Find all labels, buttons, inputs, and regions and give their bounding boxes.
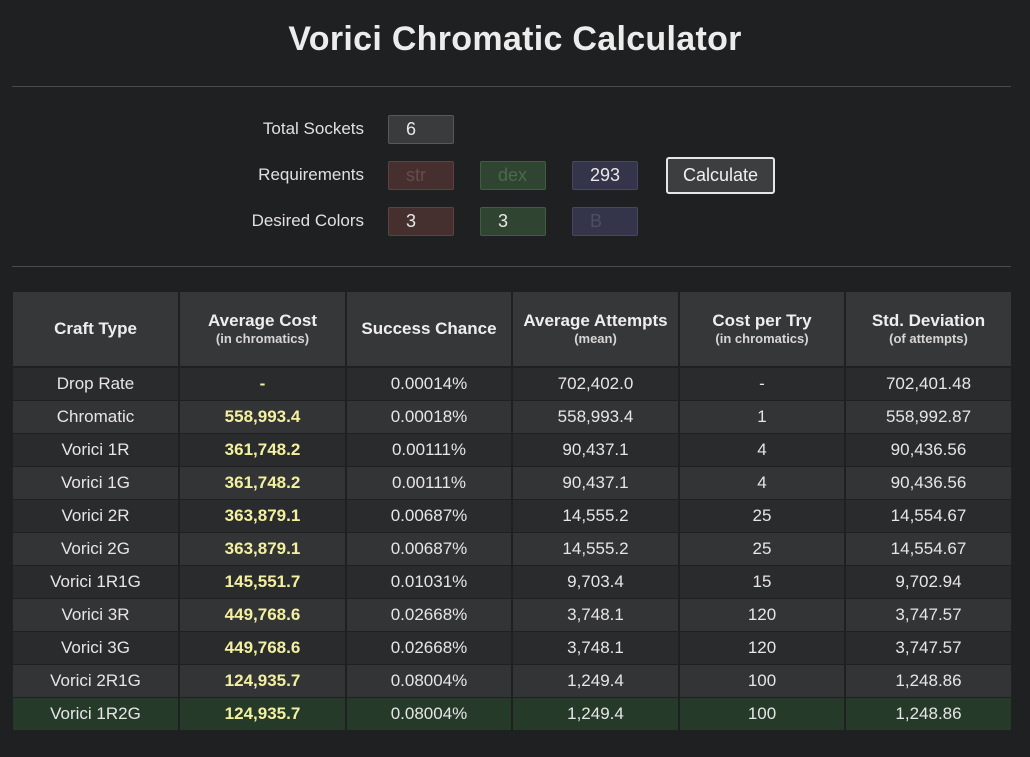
average-cost-cell: 124,935.7: [179, 664, 347, 698]
std-deviation-cell: 1,248.86: [845, 697, 1011, 731]
success-chance-cell: 0.01031%: [346, 565, 513, 599]
std-deviation-cell: 9,702.94: [845, 565, 1011, 599]
average-attempts-cell: 9,703.4: [512, 565, 680, 599]
desired-green-input[interactable]: [480, 207, 546, 236]
cost-per-try-cell: 120: [679, 631, 846, 665]
average-cost-cell: 449,768.6: [179, 598, 347, 632]
cost-per-try-cell: -: [679, 367, 846, 401]
cost-per-try-cell: 25: [679, 532, 846, 566]
average-attempts-cell: 1,249.4: [512, 664, 680, 698]
average-cost-cell: 363,879.1: [179, 532, 347, 566]
requirement-dex-input[interactable]: [480, 161, 546, 190]
table-row: Vorici 2R1G 124,935.7 0.08004% 1,249.4 1…: [13, 664, 1011, 698]
total-sockets-input[interactable]: [388, 115, 454, 144]
calculate-button[interactable]: Calculate: [666, 157, 775, 194]
cost-per-try-cell: 25: [679, 499, 846, 533]
table-row: Vorici 1R1G 145,551.7 0.01031% 9,703.4 1…: [13, 565, 1011, 599]
craft-type-cell: Vorici 2R1G: [13, 664, 180, 698]
average-attempts-cell: 14,555.2: [512, 532, 680, 566]
header-average-attempts[interactable]: Average Attempts (mean): [512, 292, 680, 368]
requirement-str-input[interactable]: [388, 161, 454, 190]
average-cost-cell: 361,748.2: [179, 433, 347, 467]
desired-blue-input[interactable]: [572, 207, 638, 236]
requirements-label: Requirements: [258, 165, 364, 184]
success-chance-cell: 0.08004%: [346, 697, 513, 731]
cost-per-try-cell: 4: [679, 433, 846, 467]
std-deviation-cell: 14,554.67: [845, 532, 1011, 566]
std-deviation-cell: 3,747.57: [845, 631, 1011, 665]
std-deviation-cell: 702,401.48: [845, 367, 1011, 401]
header-std-deviation[interactable]: Std. Deviation (of attempts): [845, 292, 1011, 368]
craft-type-cell: Drop Rate: [13, 367, 180, 401]
average-cost-cell: 145,551.7: [179, 565, 347, 599]
success-chance-cell: 0.00687%: [346, 532, 513, 566]
table-row-best: Vorici 1R2G 124,935.7 0.08004% 1,249.4 1…: [13, 697, 1011, 731]
average-cost-cell: 363,879.1: [179, 499, 347, 533]
table-row: Vorici 3R 449,768.6 0.02668% 3,748.1 120…: [13, 598, 1011, 632]
table-row: Vorici 1R 361,748.2 0.00111% 90,437.1 4 …: [13, 433, 1011, 467]
craft-type-cell: Vorici 1R1G: [13, 565, 180, 599]
results-table: Craft Type Average Cost (in chromatics) S…: [13, 292, 1011, 731]
table-row: Vorici 3G 449,768.6 0.02668% 3,748.1 120…: [13, 631, 1011, 665]
craft-type-cell: Vorici 2R: [13, 499, 180, 533]
cost-per-try-cell: 1: [679, 400, 846, 434]
average-cost-cell: 558,993.4: [179, 400, 347, 434]
table-header-row: Craft Type Average Cost (in chromatics) S…: [13, 292, 1011, 368]
success-chance-cell: 0.00687%: [346, 499, 513, 533]
table-row: Drop Rate - 0.00014% 702,402.0 - 702,401…: [13, 367, 1011, 401]
header-cost-per-try[interactable]: Cost per Try (in chromatics): [679, 292, 846, 368]
craft-type-cell: Vorici 1R2G: [13, 697, 180, 731]
desired-colors-label: Desired Colors: [251, 211, 364, 230]
craft-type-cell: Chromatic: [13, 400, 180, 434]
average-attempts-cell: 14,555.2: [512, 499, 680, 533]
average-attempts-cell: 90,437.1: [512, 466, 680, 500]
table-row: Vorici 1G 361,748.2 0.00111% 90,437.1 4 …: [13, 466, 1011, 500]
success-chance-cell: 0.00014%: [346, 367, 513, 401]
std-deviation-cell: 90,436.56: [845, 433, 1011, 467]
std-deviation-cell: 1,248.86: [845, 664, 1011, 698]
std-deviation-cell: 90,436.56: [845, 466, 1011, 500]
average-cost-cell: 449,768.6: [179, 631, 347, 665]
requirement-int-input[interactable]: [572, 161, 638, 190]
average-attempts-cell: 3,748.1: [512, 631, 680, 665]
desired-red-input[interactable]: [388, 207, 454, 236]
cost-per-try-cell: 4: [679, 466, 846, 500]
mid-divider: [12, 266, 1011, 267]
page-title: Vorici Chromatic Calculator: [288, 20, 742, 58]
success-chance-cell: 0.02668%: [346, 598, 513, 632]
std-deviation-cell: 14,554.67: [845, 499, 1011, 533]
average-attempts-cell: 558,993.4: [512, 400, 680, 434]
average-cost-cell: -: [179, 367, 347, 401]
table-row: Vorici 2G 363,879.1 0.00687% 14,555.2 25…: [13, 532, 1011, 566]
craft-type-cell: Vorici 1R: [13, 433, 180, 467]
header-average-cost[interactable]: Average Cost (in chromatics): [179, 292, 347, 368]
average-attempts-cell: 702,402.0: [512, 367, 680, 401]
std-deviation-cell: 3,747.57: [845, 598, 1011, 632]
header-success-chance[interactable]: Success Chance: [346, 292, 513, 368]
craft-type-cell: Vorici 3G: [13, 631, 180, 665]
average-attempts-cell: 90,437.1: [512, 433, 680, 467]
table-row: Chromatic 558,993.4 0.00018% 558,993.4 1…: [13, 400, 1011, 434]
cost-per-try-cell: 120: [679, 598, 846, 632]
success-chance-cell: 0.00111%: [346, 466, 513, 500]
average-attempts-cell: 1,249.4: [512, 697, 680, 731]
average-cost-cell: 124,935.7: [179, 697, 347, 731]
cost-per-try-cell: 15: [679, 565, 846, 599]
craft-type-cell: Vorici 3R: [13, 598, 180, 632]
success-chance-cell: 0.08004%: [346, 664, 513, 698]
success-chance-cell: 0.00018%: [346, 400, 513, 434]
table-row: Vorici 2R 363,879.1 0.00687% 14,555.2 25…: [13, 499, 1011, 533]
total-sockets-label: Total Sockets: [262, 119, 364, 138]
cost-per-try-cell: 100: [679, 697, 846, 731]
average-attempts-cell: 3,748.1: [512, 598, 680, 632]
success-chance-cell: 0.00111%: [346, 433, 513, 467]
std-deviation-cell: 558,992.87: [845, 400, 1011, 434]
top-divider: [12, 86, 1011, 87]
cost-per-try-cell: 100: [679, 664, 846, 698]
header-craft-type[interactable]: Craft Type: [13, 292, 180, 368]
craft-type-cell: Vorici 2G: [13, 532, 180, 566]
success-chance-cell: 0.02668%: [346, 631, 513, 665]
average-cost-cell: 361,748.2: [179, 466, 347, 500]
craft-type-cell: Vorici 1G: [13, 466, 180, 500]
